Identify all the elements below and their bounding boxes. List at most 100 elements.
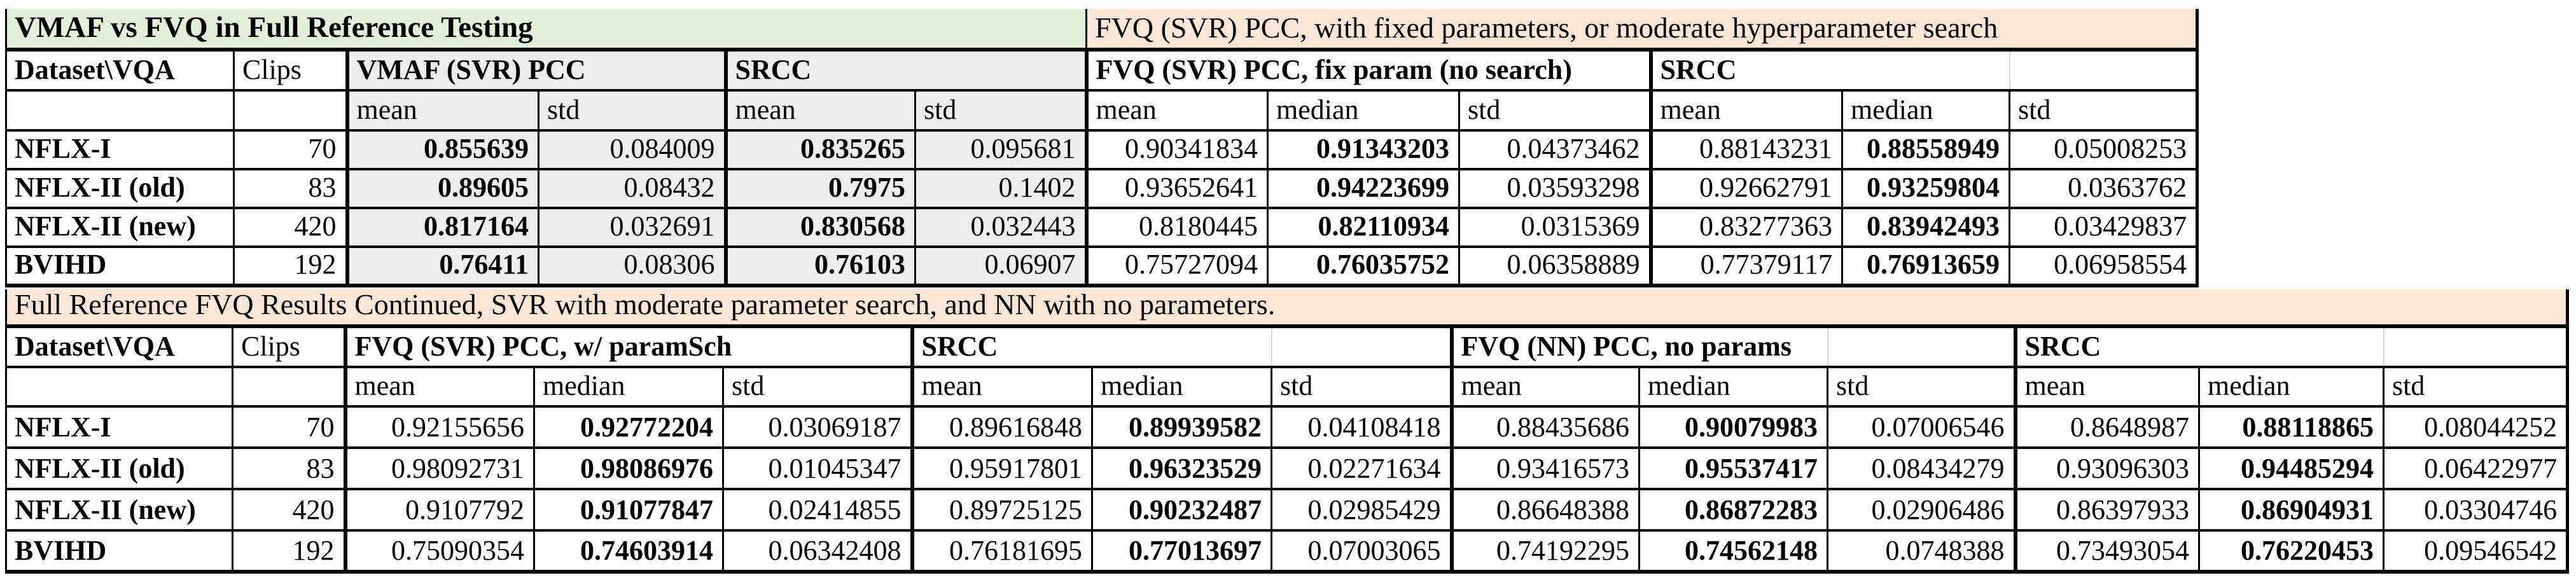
value-cell: 0.82110934 — [1267, 208, 1459, 248]
mean-subheader: mean — [1449, 367, 1640, 408]
value-cell: 0.8180445 — [1084, 208, 1268, 248]
empty-header-cell — [1271, 326, 1452, 369]
std-subheader: std — [538, 90, 726, 132]
std-subheader: std — [914, 90, 1087, 132]
value-cell: 0.05008253 — [2009, 130, 2199, 170]
table-row: BVIHD 192 0.75090354 0.74603914 0.063424… — [5, 530, 2570, 574]
value-cell: 0.89939582 — [1091, 406, 1272, 450]
empty-header-cell — [2009, 50, 2199, 92]
value-cell: 0.03429837 — [2009, 208, 2199, 248]
std-subheader: std — [1271, 367, 1452, 408]
value-cell: 0.032691 — [538, 208, 726, 248]
value-cell: 0.0315369 — [1458, 208, 1651, 248]
table1-subheader-row: mean std mean std mean median std mean m… — [5, 90, 2199, 132]
value-cell: 0.09546542 — [2382, 530, 2570, 574]
dataset-cell: NFLX-I — [5, 406, 233, 450]
value-cell: 0.76913659 — [1841, 247, 2010, 287]
clips-cell: 420 — [232, 489, 345, 532]
value-cell: 0.93652641 — [1084, 169, 1268, 209]
mean-subheader: mean — [1084, 90, 1268, 132]
value-cell: 0.86397933 — [2013, 489, 2199, 532]
clips-header: Clips — [233, 50, 347, 92]
value-cell: 0.83942493 — [1841, 208, 2010, 248]
clips-header: Clips — [232, 326, 345, 369]
table1-title-green: VMAF vs FVQ in Full Reference Testing — [4, 9, 1087, 52]
dataset-cell: NFLX-II (old) — [5, 448, 233, 491]
std-subheader: std — [1827, 367, 2016, 408]
fvq-svr-pcc-fix-param-group-header: FVQ (SVR) PCC, fix param (no search) — [1084, 50, 1651, 92]
empty-cell — [5, 367, 233, 408]
value-cell: 0.89616848 — [910, 406, 1092, 450]
value-cell: 0.94485294 — [2198, 448, 2384, 491]
mean-subheader: mean — [2013, 367, 2199, 408]
median-subheader: median — [1638, 367, 1828, 408]
value-cell: 0.77013697 — [1091, 530, 1272, 574]
table2-title-row: Full Reference FVQ Results Continued, SV… — [4, 289, 2570, 329]
value-cell: 0.90341834 — [1084, 130, 1268, 170]
fvq-continued-table: Full Reference FVQ Results Continued, SV… — [4, 289, 2570, 574]
value-cell: 0.88558949 — [1841, 130, 2010, 170]
value-cell: 0.86872283 — [1638, 489, 1828, 532]
clips-cell: 83 — [233, 169, 347, 209]
value-cell: 0.03593298 — [1458, 169, 1651, 209]
mean-subheader: mean — [910, 367, 1092, 408]
value-cell: 0.92662791 — [1648, 169, 1842, 209]
value-cell: 0.03304746 — [2382, 489, 2570, 532]
empty-header-cell — [2383, 326, 2570, 369]
dataset-cell: BVIHD — [5, 530, 233, 574]
value-cell: 0.73493054 — [2013, 530, 2199, 574]
dataset-cell: NFLX-II (new) — [5, 489, 233, 532]
value-cell: 0.817164 — [345, 208, 539, 248]
std-subheader: std — [2009, 90, 2199, 132]
value-cell: 0.98092731 — [343, 448, 534, 491]
value-cell: 0.95917801 — [910, 448, 1092, 491]
median-subheader: median — [2198, 367, 2384, 408]
value-cell: 0.06907 — [914, 247, 1087, 287]
clips-cell: 70 — [233, 130, 347, 170]
value-cell: 0.8648987 — [2013, 406, 2199, 450]
value-cell: 0.07003065 — [1271, 530, 1452, 574]
value-cell: 0.03069187 — [722, 406, 912, 450]
value-cell: 0.08044252 — [2382, 406, 2570, 450]
value-cell: 0.93096303 — [2013, 448, 2199, 491]
value-cell: 0.06358889 — [1458, 247, 1651, 287]
table-row: NFLX-II (old) 83 0.98092731 0.98086976 0… — [5, 448, 2570, 491]
value-cell: 0.92155656 — [343, 406, 534, 450]
vmaf-svr-pcc-group-header: VMAF (SVR) PCC — [345, 50, 726, 92]
value-cell: 0.76220453 — [2198, 530, 2384, 574]
median-subheader: median — [1841, 90, 2010, 132]
value-cell: 0.76411 — [345, 247, 539, 287]
value-cell: 0.91343203 — [1267, 130, 1459, 170]
value-cell: 0.1402 — [914, 169, 1087, 209]
srcc-group-header-2: SRCC — [2013, 326, 2384, 369]
value-cell: 0.855639 — [345, 130, 539, 170]
value-cell: 0.06958554 — [2009, 247, 2199, 287]
value-cell: 0.835265 — [723, 130, 916, 170]
value-cell: 0.89725125 — [910, 489, 1092, 532]
empty-cell — [232, 367, 345, 408]
value-cell: 0.9107792 — [343, 489, 534, 532]
table-row: NFLX-II (new) 420 0.9107792 0.91077847 0… — [5, 489, 2570, 532]
fvq-nn-pcc-group-header: FVQ (NN) PCC, no params — [1449, 326, 1828, 369]
table-row: NFLX-II (new) 420 0.817164 0.032691 0.83… — [5, 208, 2199, 248]
value-cell: 0.95537417 — [1638, 448, 1828, 491]
table1-title-peach: FVQ (SVR) PCC, with fixed parameters, or… — [1085, 9, 2199, 52]
full-reference-table: VMAF vs FVQ in Full Reference Testing FV… — [4, 9, 2199, 287]
empty-header-cell — [1827, 326, 2016, 369]
clips-cell: 192 — [233, 247, 347, 287]
value-cell: 0.0748388 — [1827, 530, 2016, 574]
table2-title-peach: Full Reference FVQ Results Continued, SV… — [4, 289, 2570, 329]
value-cell: 0.96323529 — [1091, 448, 1272, 491]
dataset-cell: BVIHD — [5, 247, 234, 287]
value-cell: 0.74192295 — [1449, 530, 1640, 574]
value-cell: 0.02906486 — [1827, 489, 2016, 532]
empty-cell — [5, 90, 234, 132]
value-cell: 0.83277363 — [1648, 208, 1842, 248]
value-cell: 0.7975 — [723, 169, 916, 209]
value-cell: 0.08306 — [538, 247, 726, 287]
srcc-group-header-2: SRCC — [1648, 50, 2010, 92]
mean-subheader: mean — [343, 367, 534, 408]
clips-cell: 83 — [232, 448, 345, 491]
dataset-cell: NFLX-II (old) — [5, 169, 234, 209]
